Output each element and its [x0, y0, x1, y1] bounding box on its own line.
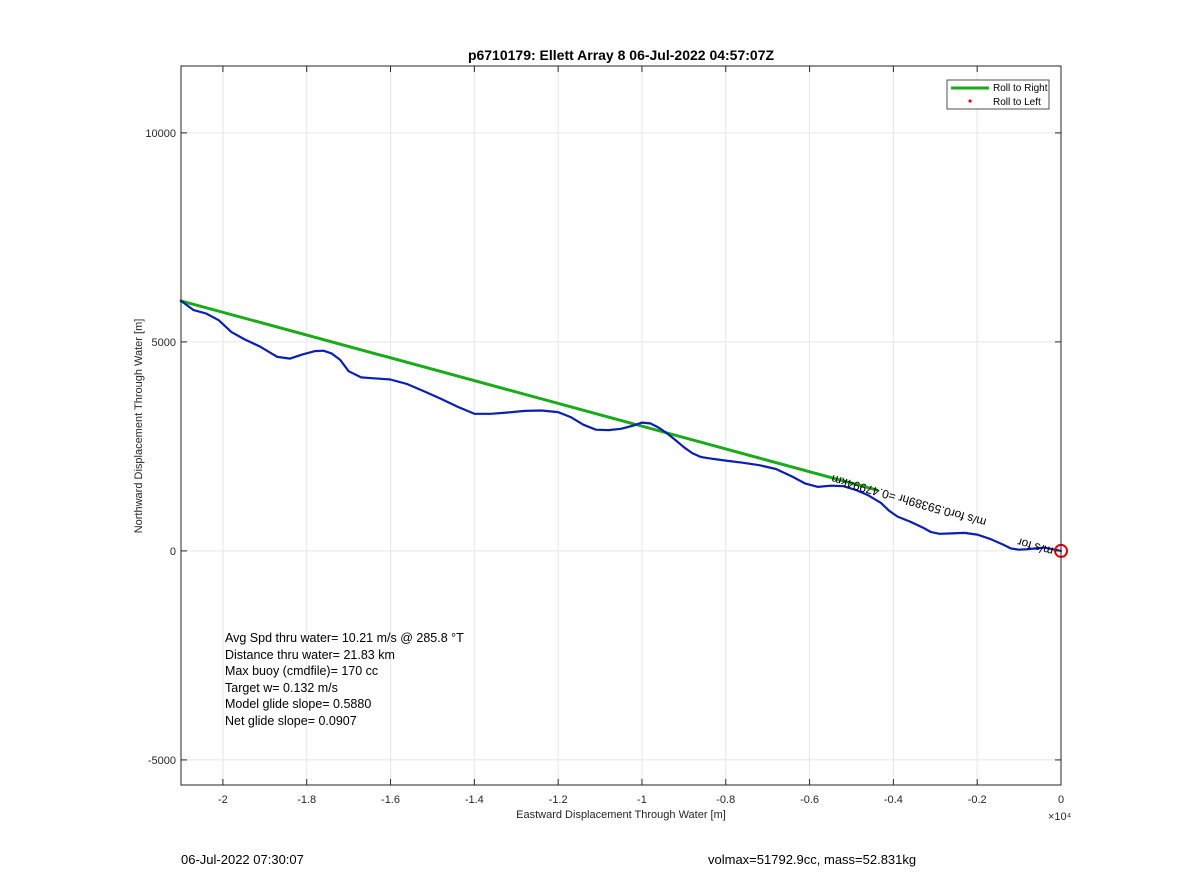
x-axis-label: Eastward Displacement Through Water [m]	[516, 809, 726, 821]
chart-title: p6710179: Ellett Array 8 06-Jul-2022 04:…	[468, 47, 775, 63]
stats-block: Avg Spd thru water= 10.21 m/s @ 285.8 °T…	[225, 631, 464, 728]
y-tick-label: 10000	[145, 128, 176, 140]
x-tick-label: -1.4	[465, 794, 484, 806]
series-line-track	[179, 299, 1063, 553]
x-exponent-label: ×10⁴	[1048, 811, 1072, 823]
y-tick-label: 5000	[152, 337, 176, 349]
y-tick-label: 0	[170, 546, 176, 558]
x-tick-label: -1.8	[297, 794, 316, 806]
legend: Roll to Right Roll to Left	[946, 79, 1050, 110]
stat-avg-speed: Avg Spd thru water= 10.21 m/s @ 285.8 °T	[225, 631, 464, 645]
footer-timestamp: 06-Jul-2022 07:30:07	[181, 852, 304, 867]
x-tick-label: -2	[218, 794, 228, 806]
stat-target-w: Target w= 0.132 m/s	[225, 681, 338, 695]
x-tick-label: -0.4	[884, 794, 903, 806]
legend-swatch-roll-left	[968, 99, 972, 103]
plot-frame	[180, 65, 1062, 786]
stat-model-glide-slope: Model glide slope= 0.5880	[225, 697, 371, 711]
footer-volmax-mass: volmax=51792.9cc, mass=52.831kg	[708, 852, 917, 867]
x-tick-label: -1	[637, 794, 647, 806]
y-tick-label: -5000	[148, 755, 176, 767]
stat-max-buoy: Max buoy (cmdfile)= 170 cc	[225, 664, 378, 678]
x-tick-label: -0.8	[716, 794, 735, 806]
y-axis-label: Northward Displacement Through Water [m]	[133, 319, 145, 534]
legend-label-roll-left: Roll to Left	[993, 97, 1041, 108]
legend-label-roll-right: Roll to Right	[993, 83, 1048, 94]
x-tick-label: 0	[1058, 794, 1064, 806]
x-tick-label: -0.2	[968, 794, 987, 806]
stat-distance: Distance thru water= 21.83 km	[225, 648, 395, 662]
legend-box	[946, 79, 1050, 110]
x-tick-label: -1.6	[381, 794, 400, 806]
plot-area	[181, 66, 1061, 785]
series-line-roll-right	[179, 299, 879, 492]
x-tick-label: -1.2	[549, 794, 568, 806]
axis-ticks: -2 -1.8 -1.6 -1.4 -1.2 -1 -0.8 -0.6 -0.4 -0.2 0 -50…	[145, 66, 1064, 806]
x-tick-label: -0.6	[800, 794, 819, 806]
stat-net-glide-slope: Net glide slope= 0.0907	[225, 714, 357, 728]
